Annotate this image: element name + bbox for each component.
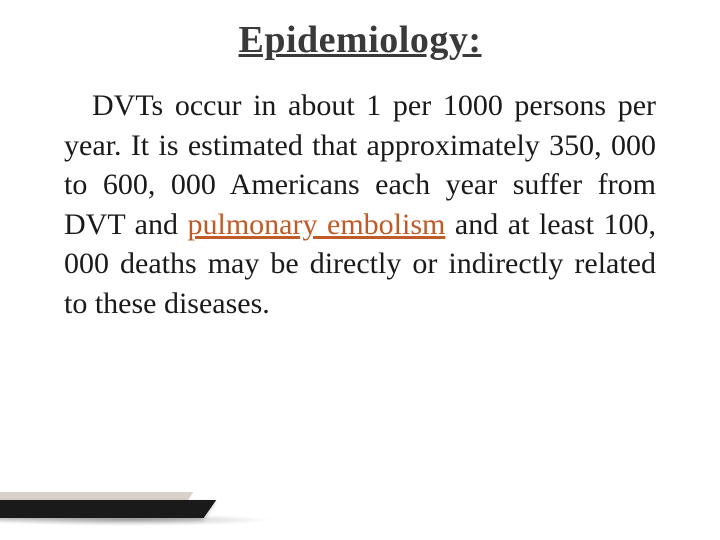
slide-container: Epidemiology: DVTs occur in about 1 per … bbox=[0, 0, 720, 540]
decoration-bar-dark bbox=[0, 500, 216, 518]
pulmonary-embolism-link[interactable]: pulmonary embolism bbox=[188, 208, 446, 241]
slide-title: Epidemiology: bbox=[60, 18, 660, 62]
slide-decoration bbox=[0, 468, 250, 528]
slide-body: DVTs occur in about 1 per 1000 persons p… bbox=[60, 86, 660, 324]
